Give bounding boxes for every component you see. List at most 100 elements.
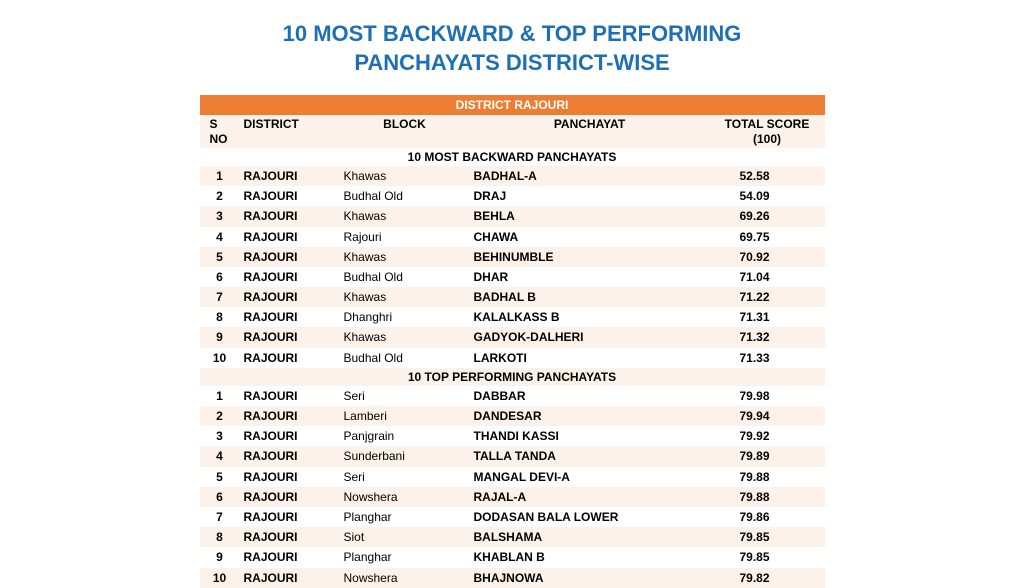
cell-sno: 7	[200, 507, 240, 527]
cell-panchayat: TALLA TANDA	[470, 446, 710, 466]
table-row: 10RAJOURINowsheraBHAJNOWA79.82	[200, 568, 825, 588]
cell-sno: 10	[200, 348, 240, 368]
panchayat-table: DISTRICT RAJOURI SNO DISTRICT BLOCK PANC…	[200, 95, 825, 588]
cell-district: RAJOURI	[240, 446, 340, 466]
cell-score: 70.92	[710, 247, 825, 267]
cell-sno: 2	[200, 406, 240, 426]
title-line-2: PANCHAYATS DISTRICT-WISE	[354, 50, 669, 75]
cell-district: RAJOURI	[240, 166, 340, 186]
cell-score: 71.32	[710, 327, 825, 347]
section-top-header: 10 TOP PERFORMING PANCHAYATS	[200, 368, 825, 386]
cell-sno: 3	[200, 206, 240, 226]
cell-panchayat: CHAWA	[470, 227, 710, 247]
cell-panchayat: KALALKASS B	[470, 307, 710, 327]
cell-panchayat: DHAR	[470, 267, 710, 287]
table-row: 7RAJOURIPlangharDODASAN BALA LOWER79.86	[200, 507, 825, 527]
cell-block: Budhal Old	[340, 348, 470, 368]
section-top-title: 10 TOP PERFORMING PANCHAYATS	[200, 368, 825, 386]
cell-score: 79.89	[710, 446, 825, 466]
col-district: DISTRICT	[240, 115, 340, 148]
district-header: DISTRICT RAJOURI	[200, 95, 825, 115]
col-score: TOTAL SCORE(100)	[710, 115, 825, 148]
cell-panchayat: RAJAL-A	[470, 487, 710, 507]
table-row: 3RAJOURIKhawasBEHLA69.26	[200, 206, 825, 226]
cell-district: RAJOURI	[240, 227, 340, 247]
table-row: 1RAJOURISeriDABBAR79.98	[200, 386, 825, 406]
table-row: 4RAJOURIRajouriCHAWA69.75	[200, 227, 825, 247]
cell-sno: 4	[200, 446, 240, 466]
section-backward-header: 10 MOST BACKWARD PANCHAYATS	[200, 148, 825, 166]
cell-score: 69.75	[710, 227, 825, 247]
cell-block: Seri	[340, 386, 470, 406]
cell-score: 79.88	[710, 487, 825, 507]
cell-sno: 5	[200, 247, 240, 267]
col-block: BLOCK	[340, 115, 470, 148]
cell-score: 79.94	[710, 406, 825, 426]
cell-panchayat: LARKOTI	[470, 348, 710, 368]
cell-district: RAJOURI	[240, 267, 340, 287]
cell-score: 79.92	[710, 426, 825, 446]
cell-block: Rajouri	[340, 227, 470, 247]
cell-district: RAJOURI	[240, 487, 340, 507]
cell-block: Khawas	[340, 287, 470, 307]
cell-block: Budhal Old	[340, 267, 470, 287]
cell-block: Lamberi	[340, 406, 470, 426]
cell-district: RAJOURI	[240, 206, 340, 226]
cell-panchayat: BEHINUMBLE	[470, 247, 710, 267]
cell-district: RAJOURI	[240, 507, 340, 527]
cell-score: 79.88	[710, 467, 825, 487]
cell-district: RAJOURI	[240, 426, 340, 446]
cell-block: Nowshera	[340, 568, 470, 588]
cell-district: RAJOURI	[240, 327, 340, 347]
cell-sno: 4	[200, 227, 240, 247]
table-row: 7RAJOURIKhawasBADHAL B71.22	[200, 287, 825, 307]
cell-block: Nowshera	[340, 487, 470, 507]
cell-district: RAJOURI	[240, 186, 340, 206]
cell-district: RAJOURI	[240, 386, 340, 406]
cell-sno: 9	[200, 547, 240, 567]
table-row: 6RAJOURINowsheraRAJAL-A79.88	[200, 487, 825, 507]
page-title: 10 MOST BACKWARD & TOP PERFORMING PANCHA…	[0, 20, 1024, 77]
table-row: 6RAJOURIBudhal OldDHAR71.04	[200, 267, 825, 287]
column-headers-row: SNO DISTRICT BLOCK PANCHAYAT TOTAL SCORE…	[200, 115, 825, 148]
district-header-row: DISTRICT RAJOURI	[200, 95, 825, 115]
cell-panchayat: MANGAL DEVI-A	[470, 467, 710, 487]
cell-score: 79.86	[710, 507, 825, 527]
cell-panchayat: THANDI KASSI	[470, 426, 710, 446]
cell-district: RAJOURI	[240, 527, 340, 547]
cell-score: 71.22	[710, 287, 825, 307]
table-row: 5RAJOURISeriMANGAL DEVI-A79.88	[200, 467, 825, 487]
table-row: 8RAJOURISiotBALSHAMA79.85	[200, 527, 825, 547]
cell-block: Planghar	[340, 507, 470, 527]
cell-panchayat: DODASAN BALA LOWER	[470, 507, 710, 527]
cell-block: Dhanghri	[340, 307, 470, 327]
table-row: 2RAJOURIBudhal OldDRAJ54.09	[200, 186, 825, 206]
cell-block: Khawas	[340, 247, 470, 267]
cell-sno: 6	[200, 487, 240, 507]
cell-block: Sunderbani	[340, 446, 470, 466]
cell-panchayat: BADHAL-A	[470, 166, 710, 186]
cell-district: RAJOURI	[240, 247, 340, 267]
cell-panchayat: BHAJNOWA	[470, 568, 710, 588]
cell-district: RAJOURI	[240, 568, 340, 588]
cell-sno: 1	[200, 166, 240, 186]
cell-block: Khawas	[340, 327, 470, 347]
table-container: DISTRICT RAJOURI SNO DISTRICT BLOCK PANC…	[200, 95, 825, 588]
cell-panchayat: DABBAR	[470, 386, 710, 406]
cell-sno: 8	[200, 307, 240, 327]
cell-block: Khawas	[340, 206, 470, 226]
table-row: 10RAJOURIBudhal OldLARKOTI71.33	[200, 348, 825, 368]
cell-block: Panjgrain	[340, 426, 470, 446]
cell-district: RAJOURI	[240, 287, 340, 307]
cell-score: 79.82	[710, 568, 825, 588]
cell-block: Budhal Old	[340, 186, 470, 206]
table-row: 9RAJOURIKhawasGADYOK-DALHERI71.32	[200, 327, 825, 347]
table-row: 2RAJOURILamberiDANDESAR79.94	[200, 406, 825, 426]
cell-sno: 1	[200, 386, 240, 406]
cell-sno: 6	[200, 267, 240, 287]
cell-score: 52.58	[710, 166, 825, 186]
cell-score: 69.26	[710, 206, 825, 226]
cell-score: 71.31	[710, 307, 825, 327]
cell-district: RAJOURI	[240, 307, 340, 327]
cell-district: RAJOURI	[240, 467, 340, 487]
